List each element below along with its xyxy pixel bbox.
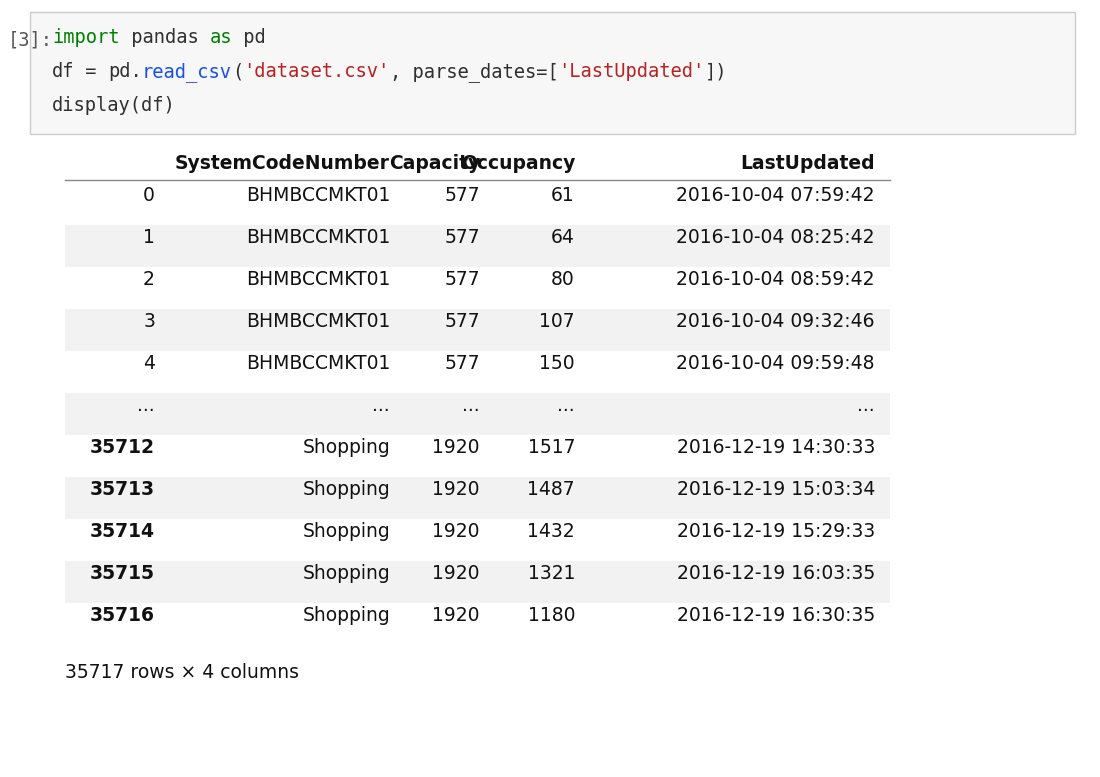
Text: 2016-12-19 15:29:33: 2016-12-19 15:29:33 xyxy=(676,522,874,541)
Text: 577: 577 xyxy=(444,228,480,247)
Text: [3]:: [3]: xyxy=(8,30,53,49)
Text: 35714: 35714 xyxy=(90,522,155,541)
Text: 577: 577 xyxy=(444,354,480,373)
Text: BHMBCCMKT01: BHMBCCMKT01 xyxy=(245,186,390,205)
Bar xyxy=(65,435,890,477)
Text: 150: 150 xyxy=(539,354,575,373)
Text: display(df): display(df) xyxy=(52,96,176,115)
Text: 1920: 1920 xyxy=(432,438,480,457)
Text: 2016-10-04 09:59:48: 2016-10-04 09:59:48 xyxy=(676,354,874,373)
Text: 35717 rows × 4 columns: 35717 rows × 4 columns xyxy=(65,663,299,682)
Bar xyxy=(65,519,890,561)
Text: BHMBCCMKT01: BHMBCCMKT01 xyxy=(245,354,390,373)
Text: 2016-10-04 08:25:42: 2016-10-04 08:25:42 xyxy=(676,228,874,247)
Bar xyxy=(65,477,890,519)
Bar xyxy=(65,309,890,351)
Text: 4: 4 xyxy=(143,354,155,373)
Text: 1: 1 xyxy=(143,228,155,247)
Text: 80: 80 xyxy=(551,270,575,289)
Text: 2016-10-04 09:32:46: 2016-10-04 09:32:46 xyxy=(676,312,874,331)
Text: 1920: 1920 xyxy=(432,480,480,499)
Text: 35713: 35713 xyxy=(90,480,155,499)
Text: , parse_dates=[: , parse_dates=[ xyxy=(389,62,558,82)
Bar xyxy=(65,603,890,645)
Text: Shopping: Shopping xyxy=(302,606,390,625)
Text: 107: 107 xyxy=(539,312,575,331)
Text: 1432: 1432 xyxy=(527,522,575,541)
Text: 1920: 1920 xyxy=(432,564,480,583)
Text: 3: 3 xyxy=(143,312,155,331)
Text: 2016-12-19 15:03:34: 2016-12-19 15:03:34 xyxy=(676,480,874,499)
Text: 'dataset.csv': 'dataset.csv' xyxy=(243,62,389,81)
Text: 61: 61 xyxy=(551,186,575,205)
Text: as: as xyxy=(209,28,232,47)
Text: Capacity: Capacity xyxy=(388,154,480,173)
Text: 35716: 35716 xyxy=(90,606,155,625)
Text: read_csv: read_csv xyxy=(142,62,232,82)
Bar xyxy=(65,267,890,309)
Text: 'LastUpdated': 'LastUpdated' xyxy=(558,62,704,81)
Text: 2016-10-04 08:59:42: 2016-10-04 08:59:42 xyxy=(676,270,874,289)
Text: 0: 0 xyxy=(143,186,155,205)
Text: Occupancy: Occupancy xyxy=(461,154,575,173)
Text: ...: ... xyxy=(857,396,874,415)
Text: ...: ... xyxy=(138,396,155,415)
Text: 2016-12-19 14:30:33: 2016-12-19 14:30:33 xyxy=(676,438,874,457)
Text: 1920: 1920 xyxy=(432,606,480,625)
Text: Shopping: Shopping xyxy=(302,438,390,457)
Text: Shopping: Shopping xyxy=(302,522,390,541)
Text: 1517: 1517 xyxy=(528,438,575,457)
Text: ]): ]) xyxy=(704,62,727,81)
Text: SystemCodeNumber: SystemCodeNumber xyxy=(175,154,390,173)
Text: 1180: 1180 xyxy=(528,606,575,625)
Bar xyxy=(65,183,890,225)
Text: 35712: 35712 xyxy=(90,438,155,457)
Text: import: import xyxy=(52,28,120,47)
Text: 35715: 35715 xyxy=(90,564,155,583)
Text: Shopping: Shopping xyxy=(302,564,390,583)
Text: 2016-12-19 16:03:35: 2016-12-19 16:03:35 xyxy=(676,564,874,583)
Text: 2016-12-19 16:30:35: 2016-12-19 16:30:35 xyxy=(676,606,874,625)
Text: BHMBCCMKT01: BHMBCCMKT01 xyxy=(245,228,390,247)
Text: BHMBCCMKT01: BHMBCCMKT01 xyxy=(245,270,390,289)
FancyBboxPatch shape xyxy=(30,12,1075,134)
Text: 1487: 1487 xyxy=(527,480,575,499)
Bar xyxy=(65,561,890,603)
Text: 577: 577 xyxy=(444,270,480,289)
Text: BHMBCCMKT01: BHMBCCMKT01 xyxy=(245,312,390,331)
Bar xyxy=(65,351,890,393)
Text: df: df xyxy=(52,62,75,81)
Text: 1321: 1321 xyxy=(528,564,575,583)
Text: =: = xyxy=(75,62,108,81)
Text: 577: 577 xyxy=(444,312,480,331)
Text: LastUpdated: LastUpdated xyxy=(740,154,874,173)
Text: ...: ... xyxy=(373,396,390,415)
Text: Shopping: Shopping xyxy=(302,480,390,499)
Text: ...: ... xyxy=(558,396,575,415)
Text: pandas: pandas xyxy=(120,28,209,47)
Text: pd: pd xyxy=(232,28,266,47)
Text: 64: 64 xyxy=(551,228,575,247)
Bar xyxy=(65,393,890,435)
Text: 2016-10-04 07:59:42: 2016-10-04 07:59:42 xyxy=(676,186,874,205)
Text: 577: 577 xyxy=(444,186,480,205)
Text: ...: ... xyxy=(462,396,480,415)
Bar xyxy=(65,225,890,267)
Text: 1920: 1920 xyxy=(432,522,480,541)
Text: 2: 2 xyxy=(143,270,155,289)
Text: pd.: pd. xyxy=(108,62,142,81)
Text: (: ( xyxy=(232,62,243,81)
